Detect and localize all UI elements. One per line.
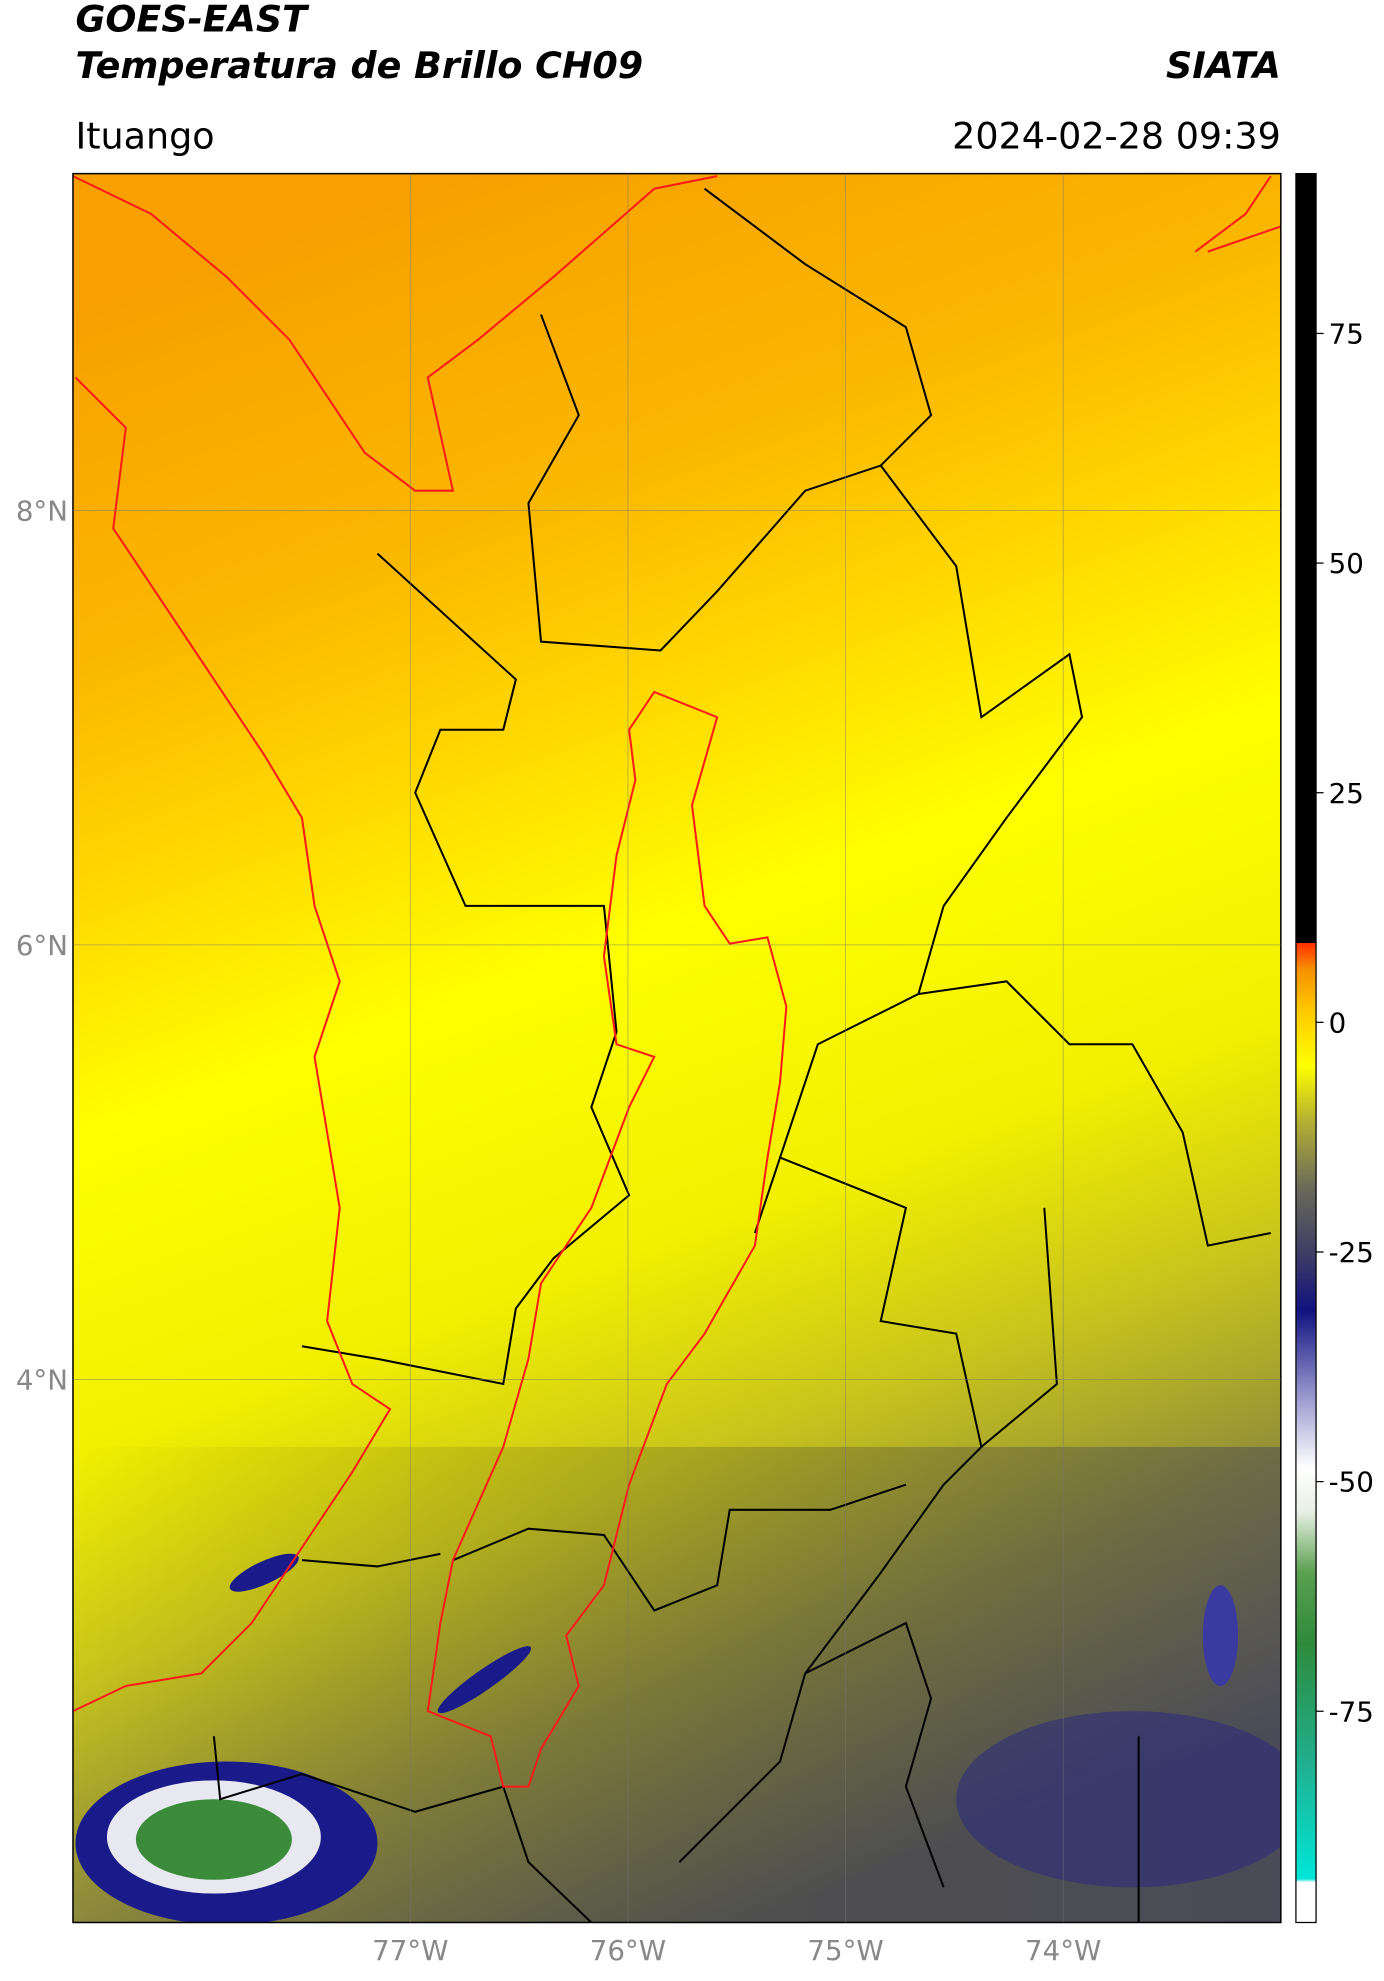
x-tick-label: 75°W (807, 1934, 883, 1967)
location: Ituango (75, 114, 214, 157)
map-frame (72, 172, 1282, 1924)
map-field (72, 173, 1281, 1923)
title: GOES-EAST (75, 0, 310, 40)
source: SIATA (1166, 44, 1281, 87)
y-tick-label: 6°N (16, 929, 68, 962)
colorbar-tick-label: 75 (1329, 318, 1364, 351)
colorbar-tick-label: 50 (1329, 547, 1364, 580)
colorbar-tick-label: -75 (1329, 1695, 1374, 1728)
y-tick-label: 4°N (16, 1363, 68, 1396)
colorbar-tick-label: 0 (1329, 1006, 1347, 1039)
colorbar-ticks: -75 -50 -25 0 25 50 75 (1316, 318, 1374, 1728)
subtitle: Temperatura de Brillo CH09 (75, 44, 643, 87)
colorbar (1295, 172, 1317, 1924)
graticule: 77°W 76°W 75°W 74°W 4°N 6°N 8°N (16, 173, 1281, 1967)
x-tick-label: 77°W (372, 1934, 448, 1967)
colorbar-tick-label: -25 (1329, 1236, 1374, 1269)
y-tick-label: 8°N (16, 494, 68, 527)
colorbar-tick-label: -50 (1329, 1466, 1374, 1499)
timestamp: 2024-02-28 09:39 (952, 114, 1281, 157)
colorbar-tick-label: 25 (1329, 777, 1364, 810)
x-tick-label: 76°W (590, 1934, 666, 1967)
x-tick-label: 74°W (1025, 1934, 1101, 1967)
